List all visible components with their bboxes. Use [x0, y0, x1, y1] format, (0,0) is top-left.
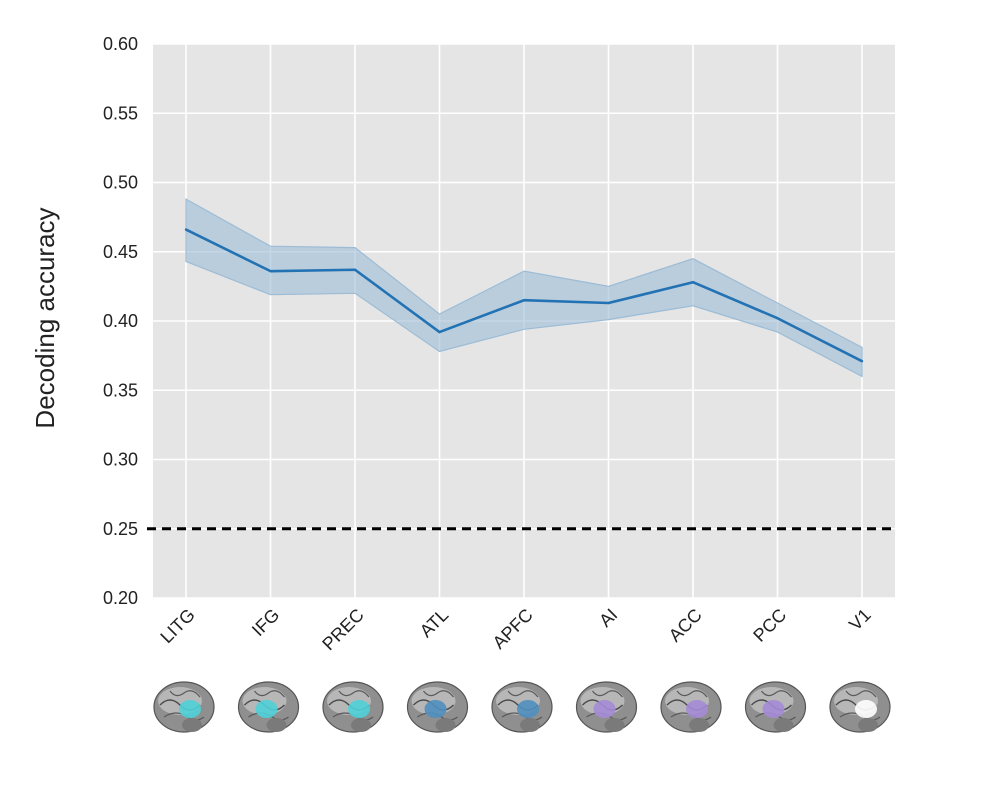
x-tick-labels: LITG IFG PREC ATL APFC AI ACC PCC V1	[156, 605, 874, 655]
brain-image-atl	[406, 681, 469, 733]
y-tick-labels: 0.20 0.25 0.30 0.35 0.40 0.45 0.50 0.55 0.60	[103, 34, 138, 608]
data-point-apfc	[522, 299, 526, 302]
brain-region-images	[153, 681, 891, 733]
brain-image-prec	[322, 681, 384, 733]
x-tick-label: PCC	[749, 605, 790, 646]
data-point-acc	[691, 281, 695, 284]
brain-image-pcc	[744, 681, 807, 733]
data-point-litg	[184, 228, 188, 231]
y-tick-label: 0.25	[103, 519, 138, 539]
y-tick-label: 0.60	[103, 34, 138, 54]
y-axis-label: Decoding accuracy	[30, 207, 60, 428]
y-tick-label: 0.20	[103, 588, 138, 608]
confidence-band	[185, 198, 863, 378]
y-tick-label: 0.40	[103, 311, 138, 331]
x-tick-label: AI	[595, 605, 621, 631]
x-tick-label: ACC	[665, 605, 706, 646]
data-point-ai	[607, 301, 610, 305]
x-tick-label: IFG	[248, 605, 283, 640]
x-tick-label: APFC	[489, 605, 537, 653]
brain-image-ai	[575, 681, 638, 733]
series-line	[184, 228, 864, 363]
data-point-ifg	[269, 269, 272, 273]
y-tick-label: 0.55	[103, 103, 138, 123]
y-tick-label: 0.30	[103, 450, 138, 470]
data-point-prec	[353, 268, 357, 271]
y-tick-label: 0.45	[103, 242, 138, 262]
data-point-v1	[860, 359, 864, 363]
brain-image-apfc	[491, 681, 553, 733]
brain-image-acc	[660, 681, 722, 733]
y-tick-label: 0.50	[103, 173, 138, 193]
data-point-atl	[438, 330, 441, 334]
x-tick-label: ATL	[416, 605, 453, 642]
data-point-pcc	[776, 317, 779, 320]
x-tick-label: LITG	[156, 605, 198, 647]
confidence-band-area	[185, 198, 863, 378]
y-tick-label: 0.35	[103, 380, 138, 400]
x-tick-label: V1	[845, 605, 875, 635]
brain-image-v1	[829, 681, 891, 733]
brain-image-litg	[153, 681, 215, 733]
x-tick-label: PREC	[318, 605, 368, 655]
brain-image-ifg	[237, 681, 300, 733]
